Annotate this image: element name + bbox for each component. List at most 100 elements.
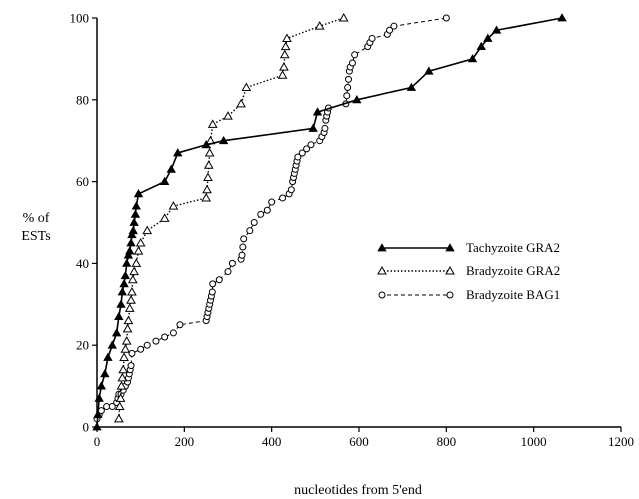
data-point-bradyzoite-bag1 [240,235,248,243]
y-tick-label: 60 [76,174,89,189]
data-point-bradyzoite-gra2 [120,344,131,353]
data-point-tachyzoite-gra2 [557,13,567,22]
data-point-bradyzoite-bag1 [161,333,169,341]
data-point-bradyzoite-bag1 [390,22,398,30]
data-point-bradyzoite-gra2 [129,266,139,276]
legend: Tachyzoite GRA2 Bradyzoite GRA2 Bradyzoi… [377,240,560,302]
data-point-tachyzoite-gra2 [127,229,137,239]
data-point-tachyzoite-gra2 [424,66,434,75]
data-point-tachyzoite-gra2 [483,33,493,42]
data-point-tachyzoite-gra2 [92,422,102,431]
data-point-bradyzoite-gra2 [203,160,214,169]
x-tick-label: 800 [437,434,457,449]
data-point-tachyzoite-gra2 [122,258,132,267]
data-point-bradyzoite-gra2 [279,62,289,71]
y-tick-label: 40 [76,256,89,271]
data-point-bradyzoite-gra2 [202,184,212,194]
data-point-tachyzoite-gra2 [159,176,170,186]
data-point-bradyzoite-bag1 [345,75,353,83]
legend-marker-bradyzoite-gra2 [445,265,455,275]
data-point-tachyzoite-gra2 [406,82,417,91]
data-point-tachyzoite-gra2 [128,225,138,235]
legend-marker-bradyzoite-bag1 [378,291,386,299]
x-tick-label: 1000 [521,434,547,449]
data-point-tachyzoite-gra2 [94,393,104,402]
data-point-tachyzoite-gra2 [93,409,103,419]
x-axis-title: nucleotides from 5'end [294,483,422,498]
data-point-bradyzoite-bag1 [368,34,376,42]
data-point-bradyzoite-gra2 [282,33,292,42]
data-point-bradyzoite-bag1 [224,268,232,276]
data-point-bradyzoite-bag1 [228,259,236,267]
data-point-tachyzoite-gra2 [120,270,131,280]
data-point-bradyzoite-bag1 [108,403,116,411]
data-point-bradyzoite-bag1 [239,243,247,251]
data-point-bradyzoite-bag1 [169,329,177,337]
data-point-bradyzoite-bag1 [238,251,246,259]
data-point-bradyzoite-gra2 [338,12,349,22]
y-axis-title-line-2: ESTs [21,229,50,244]
data-point-bradyzoite-bag1 [250,219,258,226]
data-point-bradyzoite-gra2 [119,352,129,361]
data-point-bradyzoite-gra2 [118,364,129,374]
data-point-bradyzoite-bag1 [209,280,217,288]
data-point-bradyzoite-gra2 [142,225,153,235]
data-point-bradyzoite-bag1 [246,227,254,235]
data-point-bradyzoite-gra2 [168,201,179,210]
data-point-bradyzoite-gra2 [117,372,128,382]
legend-marker-tachyzoite-gra2 [377,243,387,252]
data-point-tachyzoite-gra2 [312,107,323,116]
data-point-bradyzoite-bag1 [321,124,329,132]
data-point-tachyzoite-gra2 [100,369,110,378]
data-point-bradyzoite-gra2 [113,413,124,423]
data-point-bradyzoite-bag1 [137,345,145,353]
data-point-bradyzoite-gra2 [159,213,170,222]
data-point-bradyzoite-gra2 [127,274,138,284]
data-point-bradyzoite-bag1 [103,403,111,411]
y-axis-title-line-1: % of [23,211,50,226]
data-point-tachyzoite-gra2 [114,311,124,320]
x-tick-label: 200 [175,434,195,449]
data-point-bradyzoite-gra2 [131,258,142,267]
data-point-tachyzoite-gra2 [218,135,229,145]
y-tick-label: 20 [76,338,89,353]
data-point-bradyzoite-bag1 [208,288,216,296]
data-point-bradyzoite-gra2 [124,303,135,312]
data-point-bradyzoite-gra2 [201,192,212,202]
data-point-tachyzoite-gra2 [116,299,126,308]
axes: 0 200 400 600 800 1000 1200 0 20 40 60 80 100 [70,11,635,450]
data-point-bradyzoite-gra2 [314,21,325,30]
legend-marker-bradyzoite-bag1 [446,291,454,299]
legend-label-tachyzoite-gra2: Tachyzoite GRA2 [466,240,560,255]
legend-label-bradyzoite-gra2: Bradyzoite GRA2 [466,263,560,278]
data-point-tachyzoite-gra2 [123,250,134,259]
data-point-bradyzoite-gra2 [204,147,215,157]
y-tick-label: 0 [83,420,90,435]
data-point-tachyzoite-gra2 [467,54,478,63]
series-tachyzoite-gra2 [92,13,567,431]
x-tick-label: 1200 [608,434,634,449]
data-point-tachyzoite-gra2 [308,123,318,132]
data-point-bradyzoite-gra2 [207,119,218,128]
data-point-bradyzoite-gra2 [279,49,290,59]
data-point-bradyzoite-bag1 [268,198,276,206]
legend-marker-tachyzoite-gra2 [445,243,455,252]
data-point-tachyzoite-gra2 [119,279,129,288]
data-point-tachyzoite-gra2 [173,148,183,157]
data-point-tachyzoite-gra2 [201,139,211,149]
legend-label-bradyzoite-bag1: Bradyzoite BAG1 [466,287,560,302]
data-point-tachyzoite-gra2 [103,352,113,361]
data-point-tachyzoite-gra2 [130,209,141,218]
data-point-tachyzoite-gra2 [476,41,486,51]
x-tick-label: 400 [262,434,282,449]
data-point-bradyzoite-gra2 [241,82,252,92]
data-point-tachyzoite-gra2 [126,238,136,247]
data-point-bradyzoite-bag1 [344,84,352,92]
legend-entry-bradyzoite-bag1: Bradyzoite BAG1 [378,287,560,302]
data-point-bradyzoite-bag1 [152,337,160,345]
data-point-bradyzoite-gra2 [223,111,233,120]
legend-entry-bradyzoite-gra2: Bradyzoite GRA2 [377,263,560,278]
data-point-bradyzoite-gra2 [115,393,126,402]
data-point-bradyzoite-gra2 [277,70,288,79]
